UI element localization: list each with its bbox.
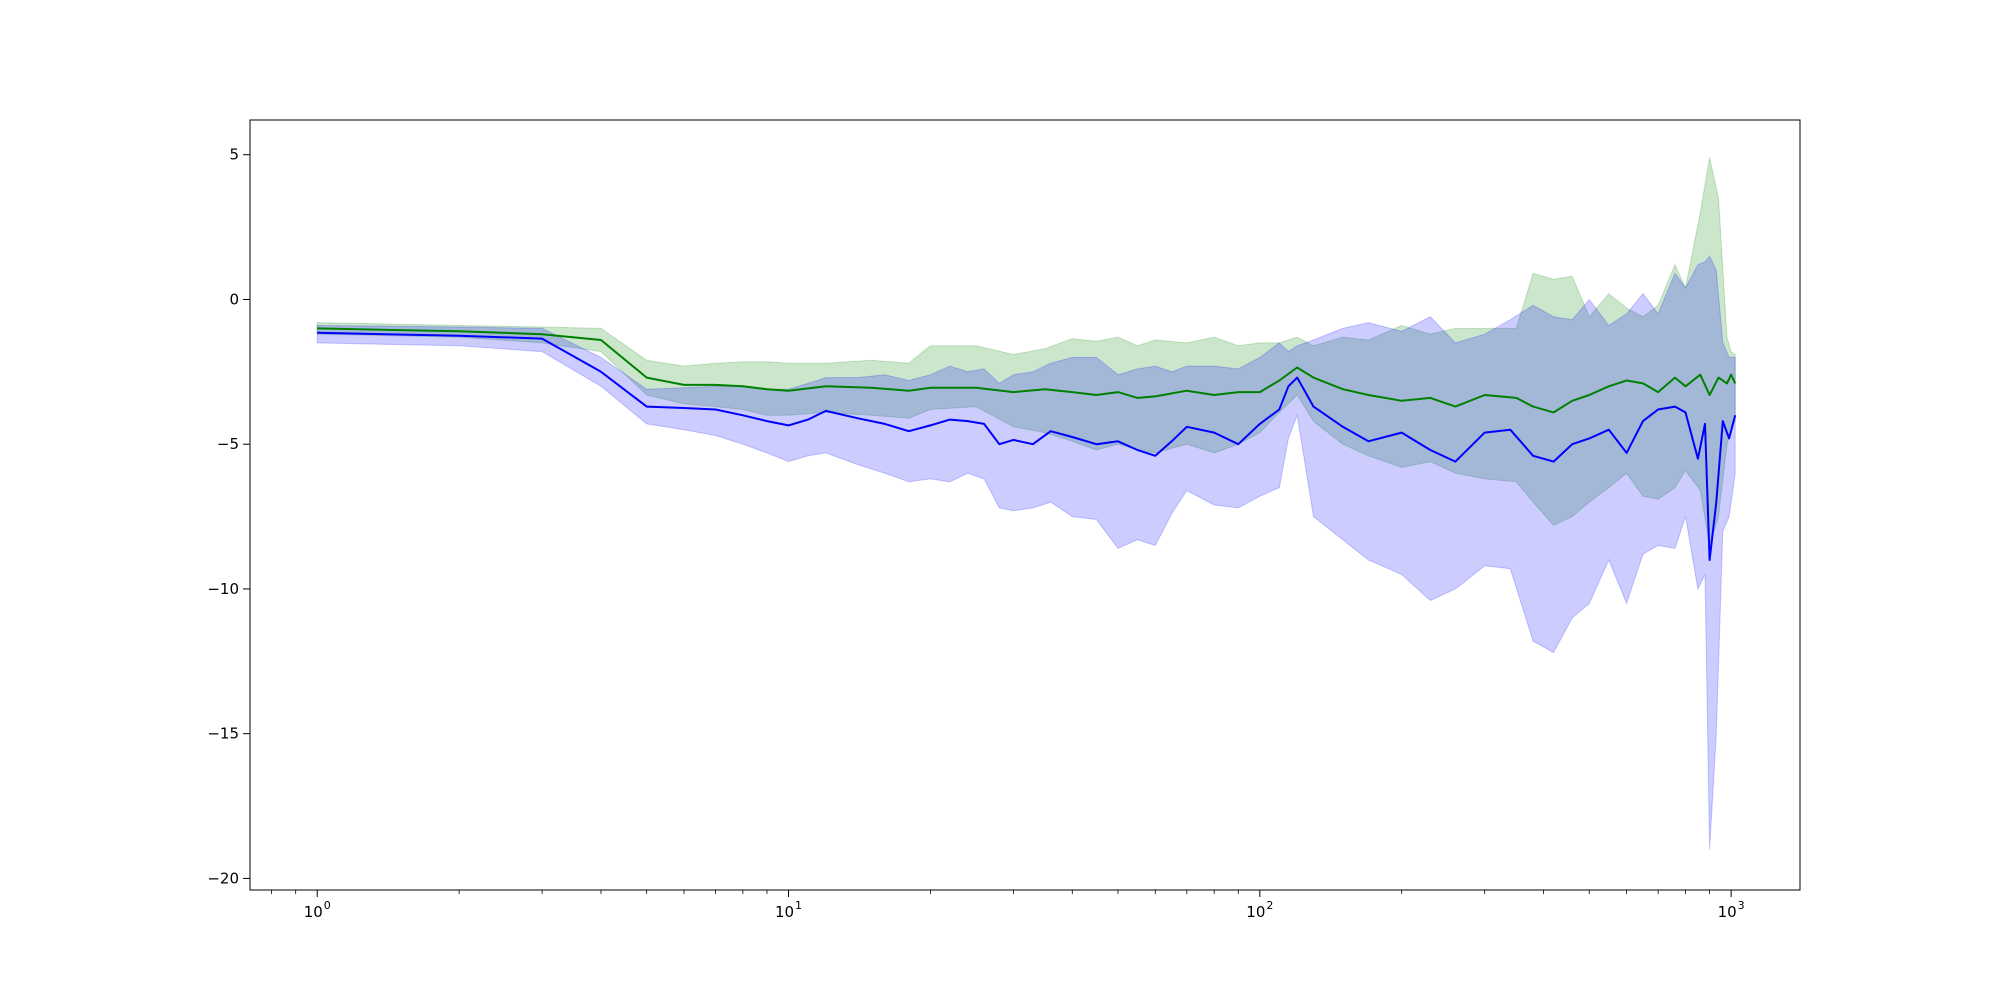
band-series-1 <box>316 157 1736 546</box>
plot-frame <box>249 119 1801 891</box>
x-tick-exponent-2: 2 <box>1266 899 1273 912</box>
series-lines <box>317 327 1737 561</box>
x-axis: 10 0 10 1 10 2 10 3 <box>271 890 1745 921</box>
y-tick-label-0: 5 <box>229 146 239 164</box>
x-tick-exponent-3: 3 <box>1738 899 1745 912</box>
x-tick-label-2: 10 <box>1246 903 1265 921</box>
y-tick-label-5: −20 <box>207 869 239 887</box>
y-tick-label-3: −10 <box>207 580 239 598</box>
y-axis: 5 0 −5 −10 −15 −20 <box>207 146 250 887</box>
x-tick-exponent-1: 1 <box>795 899 802 912</box>
x-tick-label-3: 10 <box>1718 903 1737 921</box>
band-series-2 <box>316 255 1736 850</box>
y-tick-label-1: 0 <box>229 290 239 308</box>
confidence-bands <box>316 157 1736 850</box>
x-tick-label-1: 10 <box>775 903 794 921</box>
x-tick-label-0: 10 <box>304 903 323 921</box>
line-series-2 <box>317 331 1737 561</box>
line-series-1 <box>317 327 1737 414</box>
x-tick-exponent-0: 0 <box>324 899 331 912</box>
y-tick-label-4: −15 <box>207 725 239 743</box>
y-tick-label-2: −5 <box>217 435 239 453</box>
